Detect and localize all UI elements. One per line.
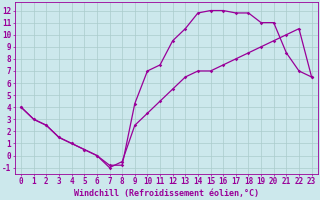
X-axis label: Windchill (Refroidissement éolien,°C): Windchill (Refroidissement éolien,°C) bbox=[74, 189, 259, 198]
